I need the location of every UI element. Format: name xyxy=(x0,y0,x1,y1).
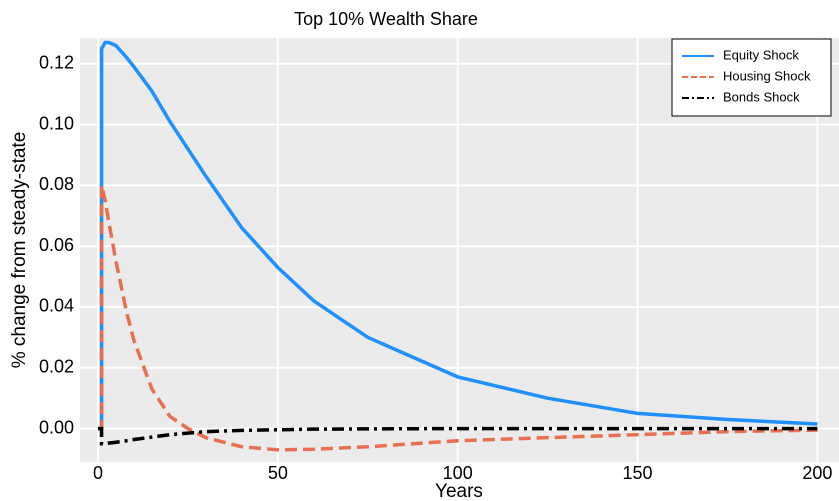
line-series xyxy=(97,426,818,446)
legend-box xyxy=(671,38,832,117)
chart-title: Top 10% Wealth Share xyxy=(294,9,478,29)
y-tick-label: 0.06 xyxy=(39,235,74,255)
line-series xyxy=(97,185,818,452)
legend-label: Equity Shock xyxy=(723,47,799,62)
x-tick-label: 150 xyxy=(623,463,653,483)
legend-label: Housing Shock xyxy=(723,68,811,83)
line-series xyxy=(97,40,818,431)
legend: Equity Shock Housing Shock Bonds Shock xyxy=(671,38,832,117)
x-tick-label: 200 xyxy=(802,463,832,483)
y-tick-label: 0.08 xyxy=(39,174,74,194)
x-axis-label: Years xyxy=(435,481,483,501)
legend-label: Bonds Shock xyxy=(723,89,800,104)
x-tick-label: 0 xyxy=(93,463,103,483)
x-tick-label: 50 xyxy=(268,463,288,483)
y-tick-label: 0.04 xyxy=(39,296,74,316)
y-tick-label: 0.02 xyxy=(39,357,74,377)
y-axis-label: % change from steady-state xyxy=(9,132,30,369)
y-tick-label: 0.10 xyxy=(39,113,74,133)
y-tick-label: 0.00 xyxy=(39,417,74,437)
x-tick-label: 100 xyxy=(443,463,473,483)
y-tick-label: 0.12 xyxy=(39,53,74,73)
